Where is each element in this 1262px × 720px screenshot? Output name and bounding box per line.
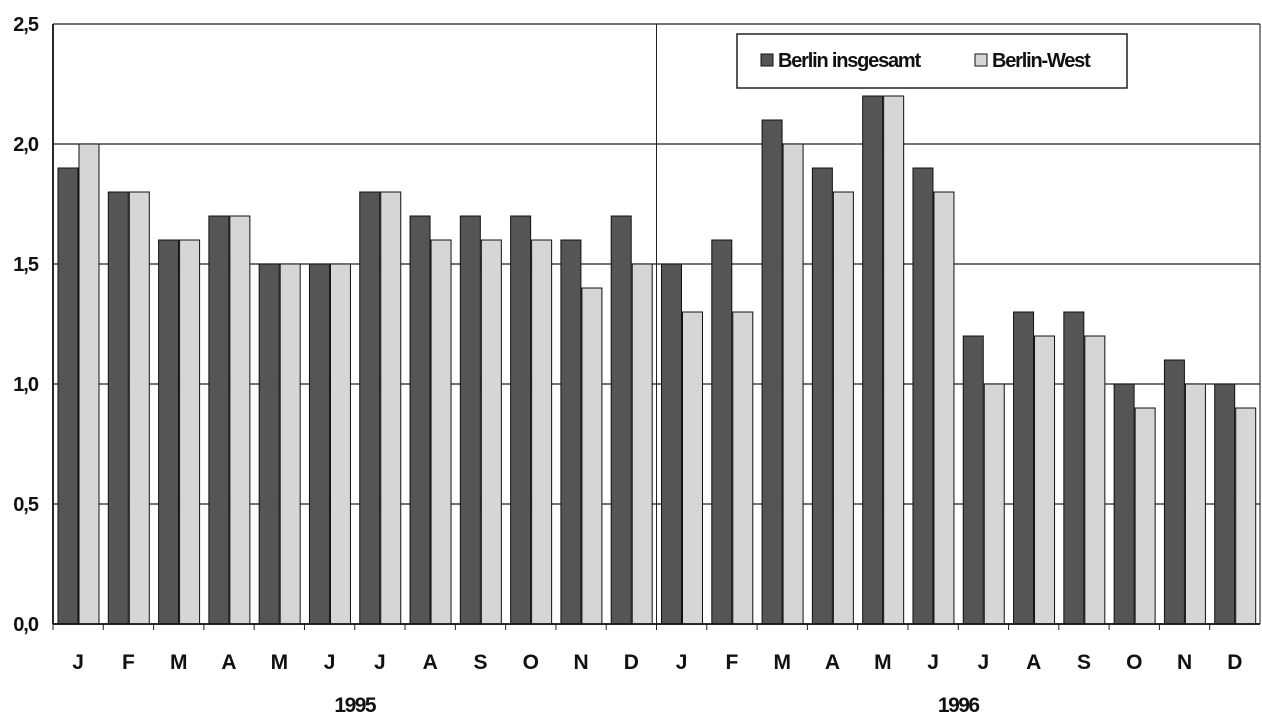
- y-tick-label: 1,0: [13, 374, 39, 396]
- bar-berlin-insgesamt: [962, 335, 984, 625]
- year-label-1995: 1995: [334, 694, 377, 717]
- x-tick-label: M: [271, 651, 289, 674]
- x-tick-label: S: [1077, 651, 1091, 674]
- bar-berlin-insgesamt: [560, 239, 582, 625]
- bar-berlin-west: [1235, 407, 1257, 625]
- bar-berlin-insgesamt: [308, 263, 330, 625]
- bar-berlin-insgesamt: [510, 215, 532, 625]
- bar-berlin-insgesamt: [711, 239, 733, 625]
- bar-berlin-insgesamt: [1163, 359, 1185, 625]
- x-tick-label: J: [72, 651, 84, 674]
- bar-berlin-west: [983, 383, 1005, 625]
- bar-berlin-insgesamt: [1214, 383, 1236, 625]
- bar-berlin-west: [329, 263, 351, 625]
- bar-berlin-insgesamt: [1063, 311, 1085, 625]
- x-tick-label: A: [221, 651, 236, 674]
- bar-berlin-west: [933, 191, 955, 625]
- bar-berlin-west: [631, 263, 653, 625]
- bar-berlin-insgesamt: [811, 167, 833, 625]
- x-tick-label: A: [1026, 651, 1041, 674]
- bar-berlin-insgesamt: [1113, 383, 1135, 625]
- bars: [57, 95, 1257, 625]
- bar-berlin-west: [430, 239, 452, 625]
- x-tick-label: J: [324, 651, 336, 674]
- bar-berlin-west: [1034, 335, 1056, 625]
- bar-berlin-insgesamt: [158, 239, 180, 625]
- x-tick-label: A: [423, 651, 438, 674]
- bar-berlin-west: [1184, 383, 1206, 625]
- bar-berlin-insgesamt: [862, 95, 884, 625]
- bar-berlin-insgesamt: [409, 215, 431, 625]
- bar-berlin-insgesamt: [57, 167, 79, 625]
- bar-berlin-insgesamt: [1013, 311, 1035, 625]
- x-tick-label: N: [1177, 651, 1192, 674]
- x-tick-label: J: [676, 651, 688, 674]
- bar-berlin-west: [1084, 335, 1106, 625]
- axes: [52, 24, 1261, 630]
- y-tick-label: 2,5: [13, 14, 39, 36]
- bar-berlin-west: [380, 191, 402, 625]
- x-tick-label: D: [624, 651, 639, 674]
- bar-berlin-insgesamt: [610, 215, 632, 625]
- x-tick-label: D: [1227, 651, 1242, 674]
- bar-berlin-west: [480, 239, 502, 625]
- x-tick-label: M: [170, 651, 188, 674]
- bar-berlin-west: [732, 311, 754, 625]
- bar-berlin-west: [531, 239, 553, 625]
- bar-berlin-west: [782, 143, 804, 625]
- y-tick-label: 2,0: [13, 134, 39, 156]
- x-tick-label: N: [573, 651, 588, 674]
- bar-berlin-insgesamt: [459, 215, 481, 625]
- bar-berlin-insgesamt: [359, 191, 381, 625]
- bar-berlin-insgesamt: [107, 191, 129, 625]
- bar-berlin-west: [229, 215, 251, 625]
- y-tick-label: 1,5: [13, 254, 39, 276]
- legend: Berlin insgesamt Berlin-West: [736, 33, 1128, 89]
- bar-berlin-west: [883, 95, 905, 625]
- x-tick-label: O: [523, 651, 539, 674]
- legend-label-berlin-west: Berlin-West: [992, 50, 1091, 72]
- bar-berlin-insgesamt: [661, 263, 682, 625]
- bar-berlin-insgesamt: [208, 215, 230, 625]
- x-tick-label: M: [874, 651, 892, 674]
- legend-box: [736, 33, 1128, 89]
- bar-berlin-west: [832, 191, 854, 625]
- x-tick-label: O: [1126, 651, 1142, 674]
- y-tick-label: 0,0: [13, 614, 39, 636]
- legend-swatch-berlin-west: [974, 53, 988, 67]
- legend-label-berlin-insgesamt: Berlin insgesamt: [778, 50, 922, 72]
- bar-berlin-west: [179, 239, 201, 625]
- bar-berlin-west: [279, 263, 301, 625]
- y-tick-label: 0,5: [13, 494, 39, 516]
- x-tick-label: J: [978, 651, 990, 674]
- x-tick-label: F: [726, 651, 739, 674]
- x-tick-label: J: [927, 651, 939, 674]
- tick-labels: 0,0 0,5 1,0 1,5 2,0 2,5 J F M A M J J A S O N D J F M A M J J A S O…: [13, 14, 1242, 717]
- year-label-1996: 1996: [938, 694, 980, 717]
- legend-swatch-berlin-insgesamt: [760, 53, 774, 67]
- x-tick-label: S: [473, 651, 487, 674]
- bar-berlin-west: [1134, 407, 1156, 625]
- x-tick-label: J: [374, 651, 386, 674]
- x-tick-label: M: [773, 651, 791, 674]
- bar-berlin-west: [78, 143, 100, 625]
- bar-berlin-west: [682, 311, 703, 625]
- bar-berlin-west: [581, 287, 603, 625]
- bar-berlin-insgesamt: [258, 263, 280, 625]
- x-tick-label: A: [825, 651, 840, 674]
- bar-berlin-insgesamt: [761, 119, 783, 625]
- x-tick-label: F: [122, 651, 135, 674]
- bar-berlin-west: [128, 191, 150, 625]
- bar-berlin-insgesamt: [912, 167, 934, 625]
